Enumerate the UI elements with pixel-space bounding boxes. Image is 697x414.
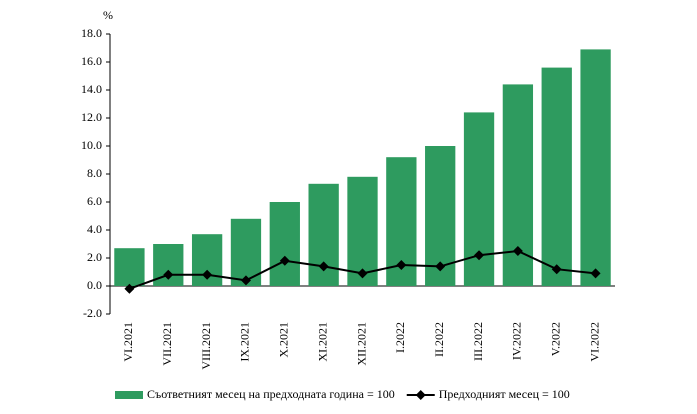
line-marker	[163, 269, 174, 280]
line-marker	[357, 268, 368, 279]
bar	[347, 176, 378, 286]
x-tick-label: XII.2021	[354, 322, 368, 366]
legend-label: Съответният месец на предходната година …	[147, 387, 395, 401]
bar	[269, 202, 300, 286]
legend-label: Предходният месец = 100	[439, 387, 570, 401]
y-tick-label: 18.0	[81, 26, 102, 40]
legend-swatch	[415, 390, 426, 400]
bar	[541, 67, 572, 286]
line-marker	[590, 268, 601, 279]
line-marker	[474, 250, 485, 261]
y-tick-label: 4.0	[87, 222, 102, 236]
legend-swatch	[115, 391, 143, 399]
x-tick-label: X.2021	[277, 322, 291, 358]
x-tick-label: IX.2021	[238, 322, 252, 362]
x-tick-label: VIII.2021	[199, 322, 213, 370]
x-tick-label: IV.2022	[510, 322, 524, 360]
x-tick-label: I.2022	[393, 322, 407, 353]
y-tick-label: 16.0	[81, 54, 102, 68]
y-tick-label: 2.0	[87, 250, 102, 264]
line-marker	[512, 246, 523, 256]
y-unit: %	[103, 8, 113, 22]
y-tick-label: -2.0	[83, 306, 102, 320]
line-marker	[551, 264, 562, 275]
x-tick-label: VII.2021	[160, 322, 174, 366]
line-marker	[202, 269, 213, 280]
y-tick-label: 8.0	[87, 166, 102, 180]
line-marker	[240, 275, 251, 286]
y-tick-label: 14.0	[81, 82, 102, 96]
y-tick-label: 12.0	[81, 110, 102, 124]
x-tick-label: VI.2022	[587, 322, 601, 362]
x-tick-label: II.2022	[432, 322, 446, 357]
y-tick-label: 6.0	[87, 194, 102, 208]
bar	[580, 49, 611, 287]
y-tick-label: 0.0	[87, 278, 102, 292]
line-marker	[279, 255, 290, 266]
line-marker	[124, 283, 135, 294]
y-tick-label: 10.0	[81, 138, 102, 152]
line-marker	[318, 261, 329, 272]
line-marker	[435, 261, 446, 272]
x-tick-label: XI.2021	[315, 322, 329, 362]
x-tick-label: V.2022	[548, 322, 562, 356]
bar	[114, 248, 145, 286]
x-tick-label: VI.2021	[121, 322, 135, 362]
x-tick-label: III.2022	[471, 322, 485, 361]
line-marker	[396, 260, 407, 270]
